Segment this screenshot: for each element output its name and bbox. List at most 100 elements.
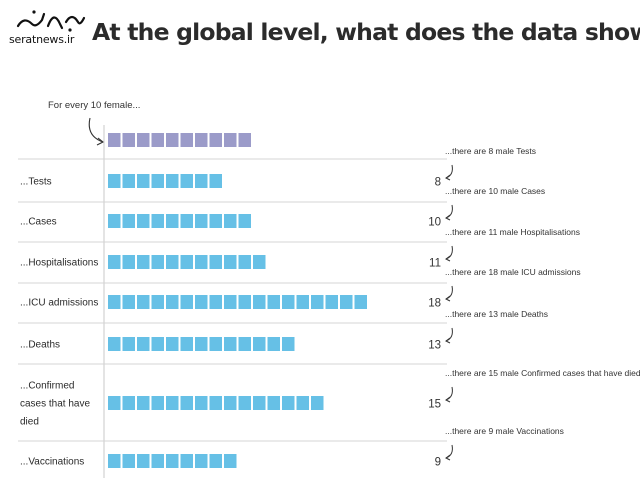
male-square	[180, 174, 193, 188]
male-square	[151, 174, 164, 188]
annotation-arrow-head	[445, 174, 451, 181]
male-square	[166, 454, 179, 468]
annotation-arrow-head	[445, 454, 451, 461]
male-square	[137, 174, 150, 188]
male-square	[195, 396, 208, 410]
category-label: ...Deaths	[20, 340, 60, 351]
reference-pointer	[88, 117, 104, 143]
male-square	[224, 255, 237, 269]
male-square	[195, 214, 208, 228]
female-square	[122, 133, 135, 147]
male-square	[195, 174, 208, 188]
male-square	[195, 295, 208, 309]
annotation-label: ...there are 18 male ICU admissions	[445, 267, 581, 277]
female-square	[224, 133, 237, 147]
male-square	[209, 174, 222, 188]
annotation-arrow-head	[445, 214, 451, 221]
male-square	[108, 295, 121, 309]
male-square	[253, 255, 266, 269]
male-square	[267, 295, 280, 309]
male-square	[122, 255, 135, 269]
male-square	[180, 454, 193, 468]
male-square	[108, 454, 121, 468]
male-square	[166, 214, 179, 228]
male-square	[253, 396, 266, 410]
page-title: At the global level, what does the data …	[92, 18, 640, 46]
male-square	[180, 396, 193, 410]
male-square	[151, 396, 164, 410]
value-label: 11	[429, 258, 441, 270]
male-square	[354, 295, 367, 309]
male-square	[224, 454, 237, 468]
male-square	[311, 295, 324, 309]
male-square	[282, 337, 295, 351]
male-square	[137, 396, 150, 410]
female-square	[151, 133, 164, 147]
male-square	[108, 214, 121, 228]
site-logo: seratnews.ir	[6, 4, 92, 48]
male-square	[238, 255, 251, 269]
male-square	[166, 295, 179, 309]
value-label: 9	[435, 457, 441, 469]
male-square	[180, 295, 193, 309]
annotation-arrow-head	[445, 255, 451, 262]
male-square	[195, 255, 208, 269]
value-label: 15	[428, 399, 441, 411]
value-label: 13	[428, 340, 441, 352]
female-square	[209, 133, 222, 147]
male-square	[224, 295, 237, 309]
annotation-arrow-head	[445, 396, 451, 403]
male-square	[108, 174, 121, 188]
male-square	[108, 337, 121, 351]
male-square	[340, 295, 353, 309]
annotation-label: ...there are 8 male Tests	[445, 146, 536, 156]
male-square	[267, 396, 280, 410]
male-square	[137, 337, 150, 351]
female-square	[195, 133, 208, 147]
male-square	[180, 255, 193, 269]
annotation-label: ...there are 11 male Hospitalisations	[445, 227, 580, 237]
male-square	[224, 396, 237, 410]
male-square	[282, 396, 295, 410]
male-square	[137, 295, 150, 309]
male-square	[296, 295, 309, 309]
male-square	[296, 396, 309, 410]
category-label: ...Cases	[20, 217, 57, 228]
category-label: ...Hospitalisations	[20, 258, 98, 269]
annotation-label: ...there are 10 male Cases	[445, 186, 545, 196]
male-square	[151, 337, 164, 351]
annotation-label: ...there are 13 male Deaths	[445, 309, 548, 319]
female-square	[238, 133, 251, 147]
male-square	[122, 337, 135, 351]
male-square	[224, 214, 237, 228]
annotation-label: ...there are 15 male Confirmed cases tha…	[445, 368, 640, 378]
male-square	[166, 174, 179, 188]
female-square	[108, 133, 121, 147]
value-label: 18	[428, 298, 441, 310]
male-square	[195, 454, 208, 468]
male-square	[209, 396, 222, 410]
category-label: cases that have	[20, 399, 90, 410]
annotation-label: ...there are 9 male Vaccinations	[445, 426, 564, 436]
script-logo-icon	[16, 10, 86, 32]
male-square	[238, 214, 251, 228]
male-square	[238, 396, 251, 410]
male-square	[137, 214, 150, 228]
male-square	[238, 337, 251, 351]
male-square	[311, 396, 324, 410]
male-square	[151, 255, 164, 269]
male-square	[137, 255, 150, 269]
male-square	[253, 295, 266, 309]
category-label: ...Confirmed	[20, 381, 74, 392]
reference-pointer-head	[96, 137, 105, 146]
male-square	[122, 214, 135, 228]
male-square	[151, 295, 164, 309]
male-square	[122, 396, 135, 410]
category-label: died	[20, 417, 39, 428]
male-square	[195, 337, 208, 351]
male-square	[151, 454, 164, 468]
male-square	[209, 337, 222, 351]
male-square	[209, 255, 222, 269]
male-square	[108, 255, 121, 269]
